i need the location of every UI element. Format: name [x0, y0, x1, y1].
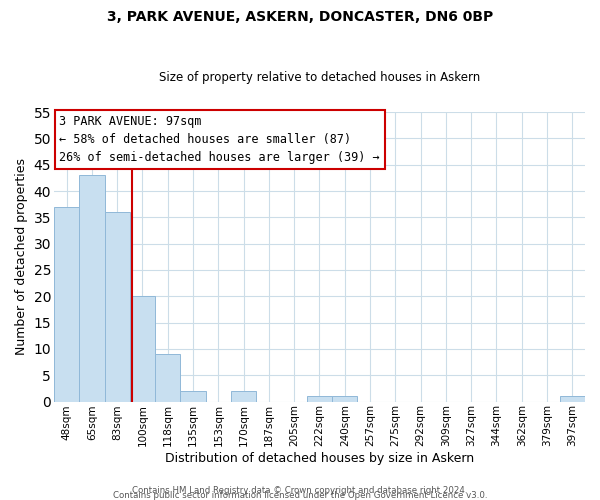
Y-axis label: Number of detached properties: Number of detached properties [15, 158, 28, 356]
X-axis label: Distribution of detached houses by size in Askern: Distribution of detached houses by size … [165, 452, 474, 465]
Bar [79, 175, 104, 402]
Bar [181, 391, 206, 402]
Text: Contains HM Land Registry data © Crown copyright and database right 2024.: Contains HM Land Registry data © Crown c… [132, 486, 468, 495]
Bar [307, 396, 332, 402]
Title: Size of property relative to detached houses in Askern: Size of property relative to detached ho… [159, 72, 480, 85]
Bar [54, 207, 79, 402]
Bar [104, 212, 130, 402]
Bar [155, 354, 181, 402]
Text: 3 PARK AVENUE: 97sqm
← 58% of detached houses are smaller (87)
26% of semi-detac: 3 PARK AVENUE: 97sqm ← 58% of detached h… [59, 115, 380, 164]
Text: 3, PARK AVENUE, ASKERN, DONCASTER, DN6 0BP: 3, PARK AVENUE, ASKERN, DONCASTER, DN6 0… [107, 10, 493, 24]
Text: Contains public sector information licensed under the Open Government Licence v3: Contains public sector information licen… [113, 490, 487, 500]
Bar [332, 396, 358, 402]
Bar [560, 396, 585, 402]
Bar [231, 391, 256, 402]
Bar [130, 296, 155, 402]
